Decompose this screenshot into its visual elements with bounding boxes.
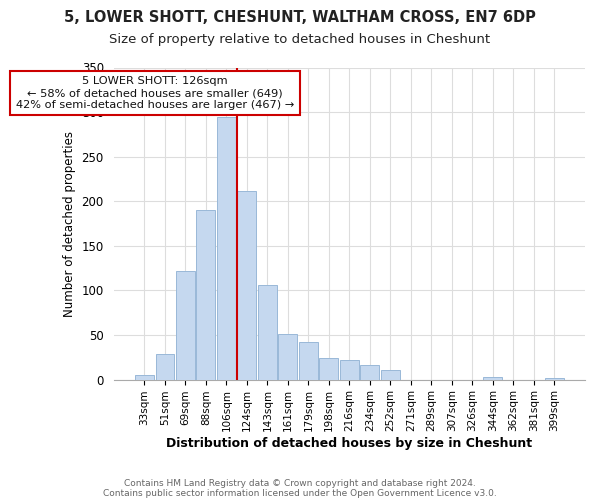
- Bar: [217, 118, 236, 380]
- Text: Contains public sector information licensed under the Open Government Licence v3: Contains public sector information licen…: [103, 488, 497, 498]
- Bar: [299, 342, 318, 380]
- Bar: [176, 271, 195, 380]
- Text: 5, LOWER SHOTT, CHESHUNT, WALTHAM CROSS, EN7 6DP: 5, LOWER SHOTT, CHESHUNT, WALTHAM CROSS,…: [64, 10, 536, 25]
- Text: 5 LOWER SHOTT: 126sqm
← 58% of detached houses are smaller (649)
42% of semi-det: 5 LOWER SHOTT: 126sqm ← 58% of detached …: [16, 76, 294, 110]
- Text: Size of property relative to detached houses in Cheshunt: Size of property relative to detached ho…: [109, 32, 491, 46]
- Bar: [196, 210, 215, 380]
- Bar: [361, 366, 379, 380]
- Bar: [278, 334, 297, 380]
- Bar: [319, 358, 338, 380]
- Text: Contains HM Land Registry data © Crown copyright and database right 2024.: Contains HM Land Registry data © Crown c…: [124, 478, 476, 488]
- Bar: [483, 377, 502, 380]
- Bar: [545, 378, 563, 380]
- X-axis label: Distribution of detached houses by size in Cheshunt: Distribution of detached houses by size …: [166, 437, 532, 450]
- Bar: [155, 354, 175, 380]
- Bar: [135, 375, 154, 380]
- Bar: [238, 190, 256, 380]
- Bar: [381, 370, 400, 380]
- Bar: [258, 285, 277, 380]
- Y-axis label: Number of detached properties: Number of detached properties: [63, 130, 76, 316]
- Bar: [340, 360, 359, 380]
